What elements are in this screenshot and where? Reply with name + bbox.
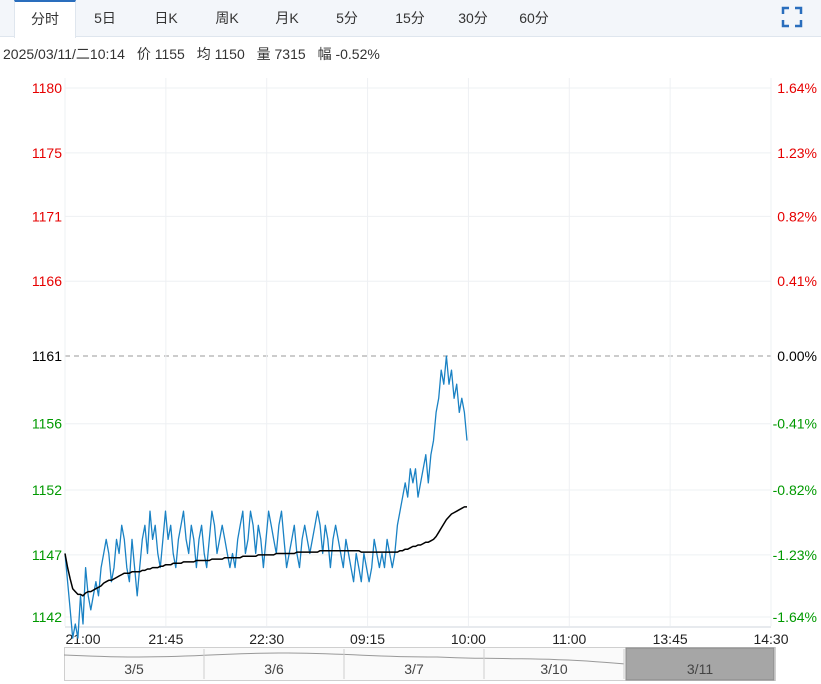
tab-1[interactable]: 5日: [94, 10, 116, 26]
x-tick-label: 14:30: [753, 631, 788, 647]
quote-volume: 量 7315: [256, 46, 306, 62]
y-tick-label: 1166: [32, 273, 62, 289]
pct-tick-label: 1.23%: [777, 145, 817, 161]
tab-7[interactable]: 30分: [458, 10, 488, 26]
y-tick-label: 1152: [32, 482, 62, 498]
pct-tick-label: -1.23%: [773, 547, 817, 563]
average-series-line: [64, 506, 467, 597]
tab-3[interactable]: 周K: [215, 10, 239, 26]
x-tick-label: 10:00: [451, 631, 486, 647]
tab-0[interactable]: 分时: [14, 0, 76, 38]
pct-tick-label: 0.41%: [777, 273, 817, 289]
navigator-date-label: 3/11: [687, 661, 713, 677]
fullscreen-icon[interactable]: [781, 6, 803, 28]
pct-tick-label: -1.64%: [773, 609, 817, 625]
y-tick-label: 1180: [32, 80, 62, 96]
tab-5[interactable]: 5分: [336, 10, 358, 26]
quote-change: 幅 -0.52%: [317, 46, 380, 62]
x-tick-label: 09:15: [350, 631, 385, 647]
quote-average: 均 1150: [196, 46, 245, 62]
tab-2[interactable]: 日K: [154, 10, 178, 26]
navigator-date-label: 3/7: [404, 661, 424, 677]
y-tick-label: 1142: [32, 609, 62, 625]
navigator-date-label: 3/5: [124, 661, 144, 677]
navigator-selection: [625, 647, 775, 681]
quote-price: 价 1155: [136, 46, 185, 62]
period-tab-bar: 分时 5日 日K 周K 月K 5分 15分 30分 60分: [0, 0, 821, 38]
price-series-line: [64, 355, 468, 639]
y-tick-label: 1161: [32, 348, 62, 364]
y-tick-label: 1171: [32, 208, 62, 224]
date-navigator[interactable]: 3/5 3/6 3/7 3/10 3/11: [64, 647, 776, 681]
pct-tick-label: 1.64%: [777, 80, 817, 96]
y-tick-label: 1156: [32, 416, 62, 432]
quote-info-bar: 2025/03/11/二10:14 价 1155 均 1150 量 7315 幅…: [3, 44, 388, 64]
pct-tick-label: 0.00%: [777, 348, 817, 364]
quote-datetime: 2025/03/11/二10:14: [3, 46, 125, 62]
navigator-date-label: 3/6: [264, 661, 284, 677]
tab-4[interactable]: 月K: [275, 10, 299, 26]
y-tick-label: 1147: [32, 547, 62, 563]
navigator-date-label: 3/10: [540, 661, 567, 677]
x-tick-label: 22:30: [249, 631, 284, 647]
pct-tick-label: -0.82%: [773, 482, 817, 498]
pct-tick-label: 0.82%: [777, 208, 817, 224]
x-tick-label: 11:00: [552, 631, 586, 647]
intraday-chart: 1180 1.64% 1175 1.23% 1171 0.82% 1166 0.41% 1161…: [32, 78, 817, 647]
tab-8[interactable]: 60分: [519, 10, 549, 26]
x-tick-label: 21:00: [65, 631, 100, 647]
pct-tick-label: -0.41%: [773, 416, 817, 432]
y-tick-label: 1175: [32, 145, 62, 161]
x-tick-label: 13:45: [653, 631, 688, 647]
x-tick-label: 21:45: [148, 631, 183, 647]
tab-6[interactable]: 15分: [395, 10, 425, 26]
